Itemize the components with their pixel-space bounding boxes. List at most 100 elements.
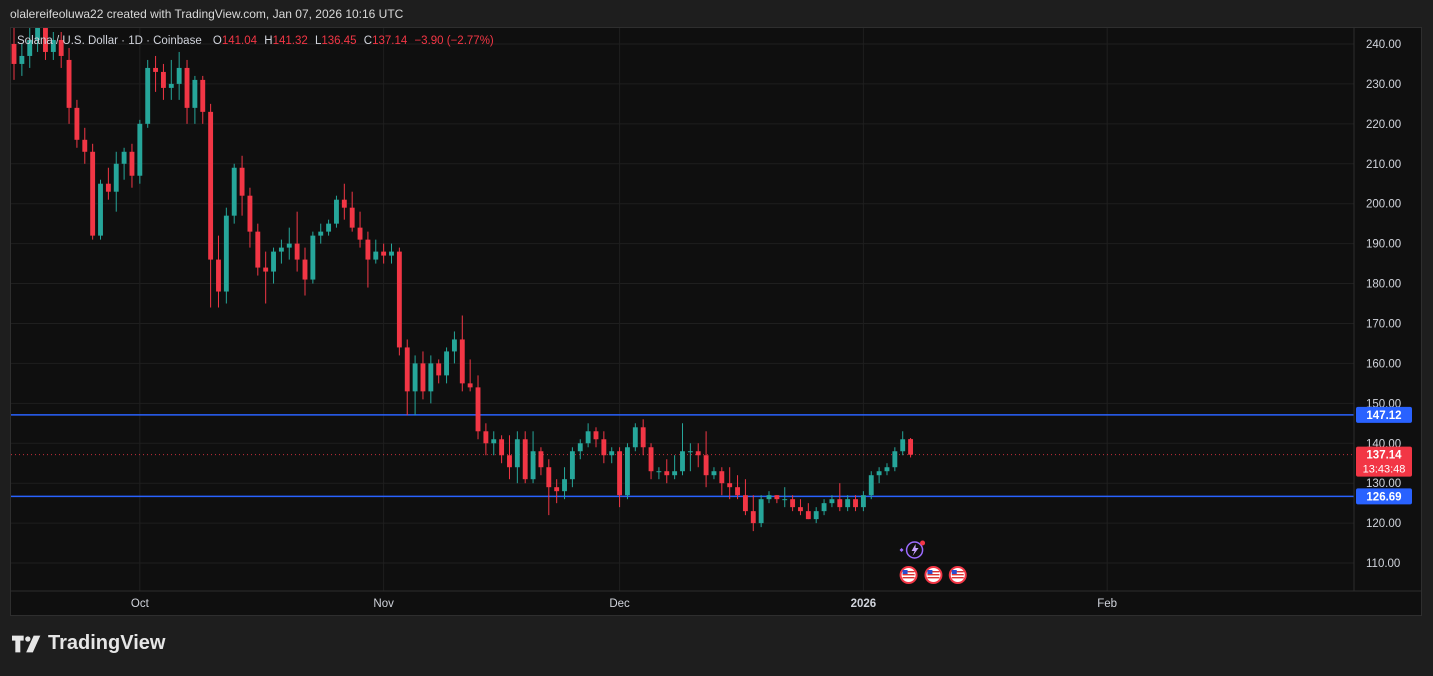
candle-body xyxy=(176,67,182,84)
candle-body xyxy=(153,67,159,72)
candle-body xyxy=(632,427,638,448)
candle-body xyxy=(900,439,906,452)
candle-body xyxy=(208,111,214,260)
candle-body xyxy=(310,235,316,280)
candle-body xyxy=(798,507,803,512)
grid-lines xyxy=(11,28,1354,591)
candle-body xyxy=(601,439,607,456)
candle-body xyxy=(790,499,796,508)
sparkle xyxy=(899,548,904,552)
candle-body xyxy=(703,455,709,476)
candle-body xyxy=(160,71,166,88)
candle-body xyxy=(750,511,756,524)
flag-canton xyxy=(951,570,957,574)
us-flag-event-icon xyxy=(899,566,918,584)
flag-stripe xyxy=(902,577,915,579)
candlestick-chart[interactable]: 240.00 230.00 220.00 210.00 200.00 190.00 180.… xyxy=(11,28,1421,615)
price-tick-label: 200.00 xyxy=(1366,199,1401,211)
legend-open-label: O xyxy=(212,35,222,47)
symbol-legend[interactable]: Solana / U.S. Dollar · 1D · Coinbase O 14… xyxy=(17,35,494,47)
candle-body xyxy=(687,451,693,453)
candle-body xyxy=(813,511,819,520)
price-axis: 240.00 230.00 220.00 210.00 200.00 190.00 180.… xyxy=(1353,28,1412,591)
support-badge xyxy=(1356,488,1412,505)
candle-body xyxy=(742,495,748,512)
candle-body xyxy=(444,351,449,376)
candle-body xyxy=(263,267,269,272)
candle-body xyxy=(271,251,276,272)
time-tick-label: Feb xyxy=(1097,598,1117,610)
legend-high-value: 141.32 xyxy=(272,35,308,47)
candle-body xyxy=(381,251,387,256)
candle-body xyxy=(829,499,835,504)
candle-body xyxy=(876,471,882,476)
candle-body xyxy=(758,499,764,524)
candle-body xyxy=(475,387,481,432)
candle-body xyxy=(436,363,442,376)
candle-body xyxy=(105,183,111,192)
flag-stripe xyxy=(927,574,940,576)
candle-body xyxy=(617,451,623,496)
time-axis: Oct Nov Dec 2026 Feb xyxy=(11,590,1421,610)
candle-body xyxy=(451,339,457,352)
candle-body xyxy=(837,499,843,508)
candle-body xyxy=(168,83,174,88)
legend-low-label: L xyxy=(314,35,322,47)
candle-body xyxy=(278,247,284,252)
candle-body xyxy=(35,28,41,40)
time-tick-label: 2026 xyxy=(851,598,877,610)
lightning-event-icon xyxy=(899,540,926,559)
candle-body xyxy=(389,251,394,256)
candle-body xyxy=(522,439,528,480)
candle-body xyxy=(625,447,630,496)
time-tick-label: Oct xyxy=(131,598,150,610)
candle-body xyxy=(766,495,772,500)
candle-body xyxy=(459,339,465,384)
candle-body xyxy=(530,451,536,480)
candle-body xyxy=(129,151,135,176)
price-tick-label: 180.00 xyxy=(1366,279,1401,291)
candle-body xyxy=(538,451,544,468)
candle-body xyxy=(192,79,198,108)
candle-body xyxy=(735,487,740,496)
flag-stripe xyxy=(902,574,915,576)
candle-body xyxy=(82,139,88,152)
brand[interactable]: TradingView xyxy=(12,632,165,655)
time-tick-label: Nov xyxy=(373,598,394,610)
candle-body xyxy=(302,259,308,280)
candle-body xyxy=(231,167,237,216)
event-dot xyxy=(920,540,926,546)
candle-body xyxy=(727,483,733,488)
candle-body xyxy=(145,67,151,124)
resistance-badge xyxy=(1356,406,1412,423)
candle-body xyxy=(491,439,497,444)
candle-body xyxy=(66,59,72,108)
candle-body xyxy=(341,199,347,208)
candle-body xyxy=(184,67,190,108)
horizontal-levels xyxy=(11,414,1354,498)
candle-body xyxy=(546,467,552,488)
candle-body xyxy=(318,231,324,236)
candle-body xyxy=(656,471,662,473)
candle-body xyxy=(860,495,866,508)
candle-body xyxy=(137,123,143,176)
candle-body xyxy=(593,431,599,440)
candle-body xyxy=(782,499,788,501)
legend-symbol: Solana / U.S. Dollar · 1D · Coinbase xyxy=(17,35,202,47)
chart-frame[interactable]: 240.00 230.00 220.00 210.00 200.00 190.00 180.… xyxy=(10,27,1422,616)
candle-body xyxy=(294,243,300,260)
candle-body xyxy=(805,511,811,520)
price-tick-label: 160.00 xyxy=(1366,358,1401,370)
lightning-bolt xyxy=(911,544,919,556)
candle-body xyxy=(467,383,473,388)
candle-body xyxy=(719,471,725,484)
price-tick-label: 230.00 xyxy=(1366,79,1401,91)
candle-body xyxy=(349,207,355,228)
candle-body xyxy=(585,431,591,444)
price-tick-label: 190.00 xyxy=(1366,239,1401,251)
price-tick-label: 220.00 xyxy=(1366,119,1401,131)
price-tick-label: 110.00 xyxy=(1366,558,1400,570)
candles xyxy=(11,28,914,532)
candle-body xyxy=(499,439,505,456)
candle-body xyxy=(420,363,426,392)
